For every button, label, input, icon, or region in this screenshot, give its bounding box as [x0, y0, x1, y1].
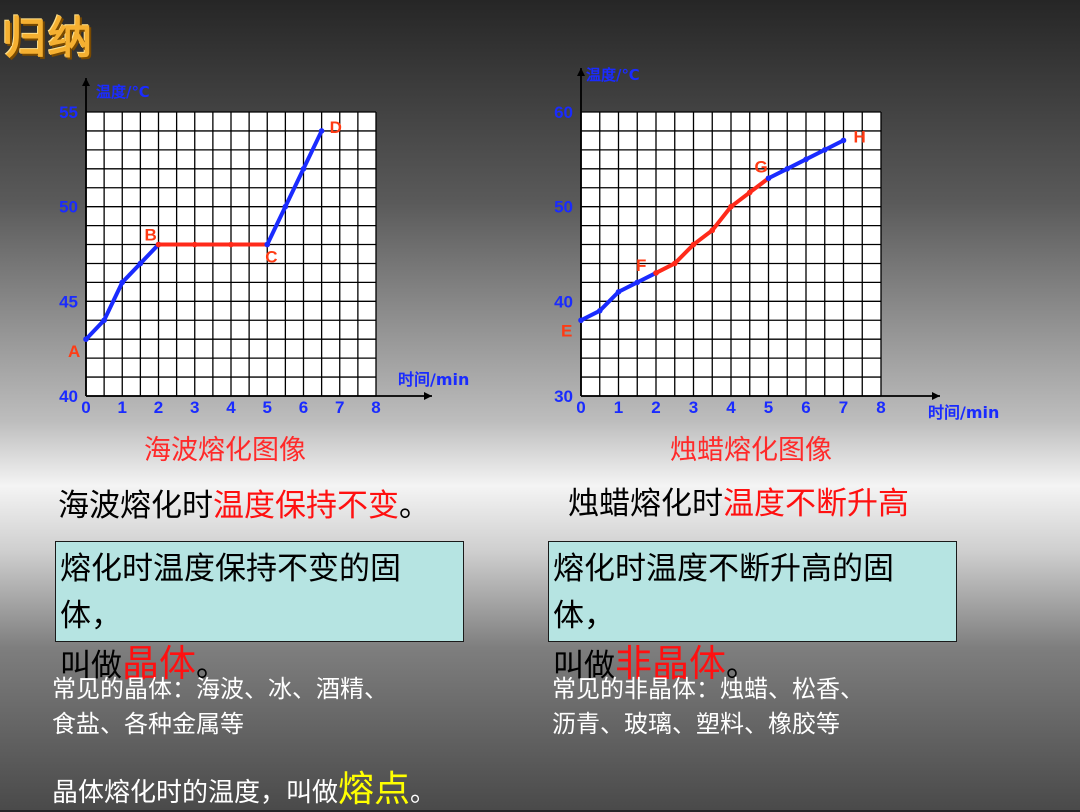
data-point [137, 260, 144, 267]
data-point [690, 241, 697, 248]
x-tick-label: 1 [614, 398, 623, 417]
amorphous-examples: 常见的非晶体：烛蜡、松香、 沥青、玻璃、塑料、橡胶等 [552, 675, 864, 738]
y-axis-arrow-icon [577, 68, 585, 76]
x-axis-arrow-icon [932, 392, 940, 400]
data-point [746, 189, 753, 196]
data-point [596, 308, 603, 314]
point-label-D: D [330, 118, 342, 137]
data-point [615, 289, 622, 295]
y-tick-label: 55 [59, 103, 78, 122]
x-tick-label: 6 [299, 398, 308, 417]
data-point [155, 241, 162, 248]
x-tick-label: 5 [263, 398, 272, 417]
crystal-term: 晶体 [122, 642, 196, 685]
statement-crystal-highlight: 温度保持不变 [213, 488, 399, 524]
y-axis-arrow-icon [82, 78, 90, 86]
data-point [765, 175, 772, 182]
y-tick-label: 30 [554, 387, 573, 406]
x-axis-arrow-icon [424, 392, 432, 400]
data-point [101, 317, 107, 324]
y-tick-label: 40 [554, 292, 573, 311]
point-label-E: E [561, 321, 572, 340]
amorphous-definition-box: 熔化时温度不断升高的固体， 叫做非晶体。 [548, 541, 957, 685]
y-axis-label: 温度/℃ [586, 66, 640, 84]
data-point [228, 241, 234, 248]
data-point [578, 317, 584, 324]
statement-amorphous: 烛蜡熔化时温度不断升高 [568, 478, 909, 523]
data-point [821, 147, 828, 153]
amorphous-definition-line2: 叫做非晶体。 [553, 642, 757, 685]
x-tick-label: 2 [154, 398, 163, 417]
x-tick-label: 8 [876, 398, 885, 417]
chart-caption-haibo: 海波熔化图像 [144, 435, 306, 466]
data-point [318, 128, 325, 134]
data-point [191, 241, 198, 248]
crystal-definition-box: 熔化时温度保持不变的固体， 叫做晶体。 [55, 541, 464, 685]
series-line-liquid [265, 128, 324, 247]
x-tick-label: 0 [576, 398, 585, 417]
melting-point-term: 熔点 [338, 769, 411, 810]
y-tick-label: 50 [554, 198, 573, 217]
x-tick-label: 2 [651, 398, 660, 417]
statement-crystal: 海波熔化时温度保持不变。 [58, 480, 430, 525]
x-axis-label: 时间/min [398, 370, 469, 389]
data-point [119, 279, 126, 286]
crystal-examples: 常见的晶体：海波、冰、酒精、 食盐、各种金属等 [52, 675, 388, 738]
statement-amorphous-highlight: 温度不断升高 [723, 486, 909, 522]
chart-caption-wax: 烛蜡熔化图像 [670, 435, 832, 466]
data-point [634, 279, 641, 286]
y-tick-label: 60 [554, 103, 573, 122]
x-axis-label: 时间/min [928, 403, 999, 422]
point-label-F: F [636, 256, 646, 275]
y-tick-label: 40 [59, 387, 78, 406]
statement-amorphous-prefix: 烛蜡熔化时 [568, 486, 723, 522]
crystal-definition-line1: 熔化时温度保持不变的固体， [60, 551, 401, 634]
amorphous-definition-line1: 熔化时温度不断升高的固体， [553, 551, 894, 634]
point-label-A: A [68, 342, 80, 361]
melting-point-definition: 晶体熔化时的温度，叫做熔点。 [52, 769, 437, 810]
crystal-definition-line2: 叫做晶体。 [60, 642, 227, 685]
x-tick-label: 7 [839, 398, 848, 417]
data-point [709, 227, 716, 234]
x-tick-label: 7 [335, 398, 344, 417]
data-point [728, 203, 734, 210]
statement-crystal-suffix: 。 [399, 488, 430, 524]
point-label-B: B [145, 226, 157, 245]
y-tick-label: 50 [59, 198, 78, 217]
data-point [300, 166, 307, 172]
x-tick-label: 0 [81, 398, 90, 417]
point-label-C: C [265, 248, 277, 267]
data-point [83, 336, 89, 343]
x-tick-label: 8 [371, 398, 380, 417]
x-tick-label: 6 [801, 398, 810, 417]
x-tick-label: 3 [190, 398, 199, 417]
data-point [840, 137, 847, 144]
data-point [264, 241, 271, 248]
data-point [653, 270, 659, 276]
x-tick-label: 3 [689, 398, 698, 417]
statement-crystal-prefix: 海波熔化时 [58, 488, 213, 524]
x-tick-label: 4 [726, 398, 736, 417]
point-label-G: G [755, 157, 768, 176]
x-tick-label: 5 [764, 398, 773, 417]
data-point [803, 156, 809, 163]
y-tick-label: 45 [59, 292, 78, 311]
x-tick-label: 1 [118, 398, 127, 417]
data-point [282, 203, 289, 210]
x-tick-label: 4 [226, 398, 236, 417]
amorphous-term: 非晶体 [615, 642, 726, 685]
point-label-H: H [854, 127, 866, 146]
slide-title: 归纳 [2, 13, 94, 64]
data-point [671, 260, 678, 267]
data-point [784, 166, 791, 172]
y-axis-label: 温度/℃ [96, 83, 150, 101]
